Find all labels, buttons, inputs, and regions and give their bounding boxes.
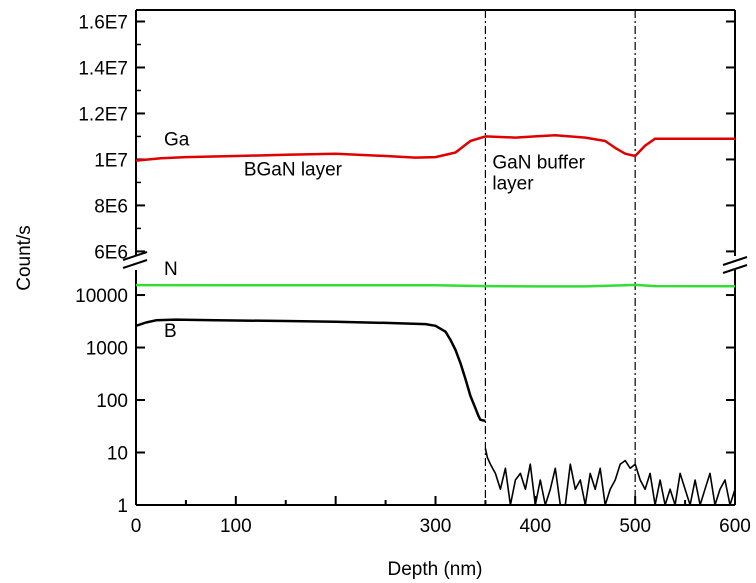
y-tick-label: 1E7 — [94, 150, 128, 171]
x-tick-label: 300 — [420, 516, 452, 537]
y-tick-label: 10000 — [75, 286, 128, 307]
x-tick-label: 100 — [220, 516, 252, 537]
y-ticks-upper: 6E6 8E6 1E7 1.2E7 1.4E7 1.6E7 — [78, 12, 735, 263]
series-label: B — [164, 321, 177, 342]
y-tick-label: 100 — [96, 391, 128, 412]
x-tick-label: 400 — [519, 516, 551, 537]
x-ticks: 0 100 300 400 500 600 — [131, 496, 751, 537]
annotation: layer — [492, 173, 534, 194]
x-axis-title: Depth (nm) — [387, 559, 482, 580]
y-tick-label: 1 — [117, 496, 128, 517]
x-tick-label: 500 — [619, 516, 651, 537]
y-axis-title: Count/s — [14, 225, 35, 290]
series-b-noise — [484, 448, 736, 506]
y-tick-label: 1.2E7 — [78, 104, 128, 125]
series-b — [135, 318, 486, 423]
series-n — [135, 283, 736, 288]
series-label: Ga — [164, 130, 190, 151]
y-tick-label: 10 — [107, 444, 128, 465]
annotation: BGaN layer — [244, 160, 343, 181]
plot-frame — [122, 9, 748, 506]
x-tick-label: 600 — [719, 516, 751, 537]
layer-boundaries — [484, 10, 636, 505]
y-tick-label: 8E6 — [94, 196, 128, 217]
y-tick-label: 6E6 — [94, 242, 128, 263]
series-lines — [135, 134, 736, 506]
y-tick-label: 1.6E7 — [78, 12, 128, 33]
axis-break-right — [722, 256, 748, 274]
y-tick-label: 1.4E7 — [78, 58, 128, 79]
series-label: N — [164, 259, 178, 280]
series-labels: Ga N B — [164, 130, 190, 342]
y-tick-label: 1000 — [86, 339, 128, 360]
axis-break-left — [122, 251, 148, 269]
x-tick-label: 0 — [131, 516, 142, 537]
series-ga — [135, 134, 735, 162]
annotation: GaN buffer — [492, 153, 585, 174]
y-ticks-lower: 1 10 100 1000 10000 — [75, 286, 735, 517]
